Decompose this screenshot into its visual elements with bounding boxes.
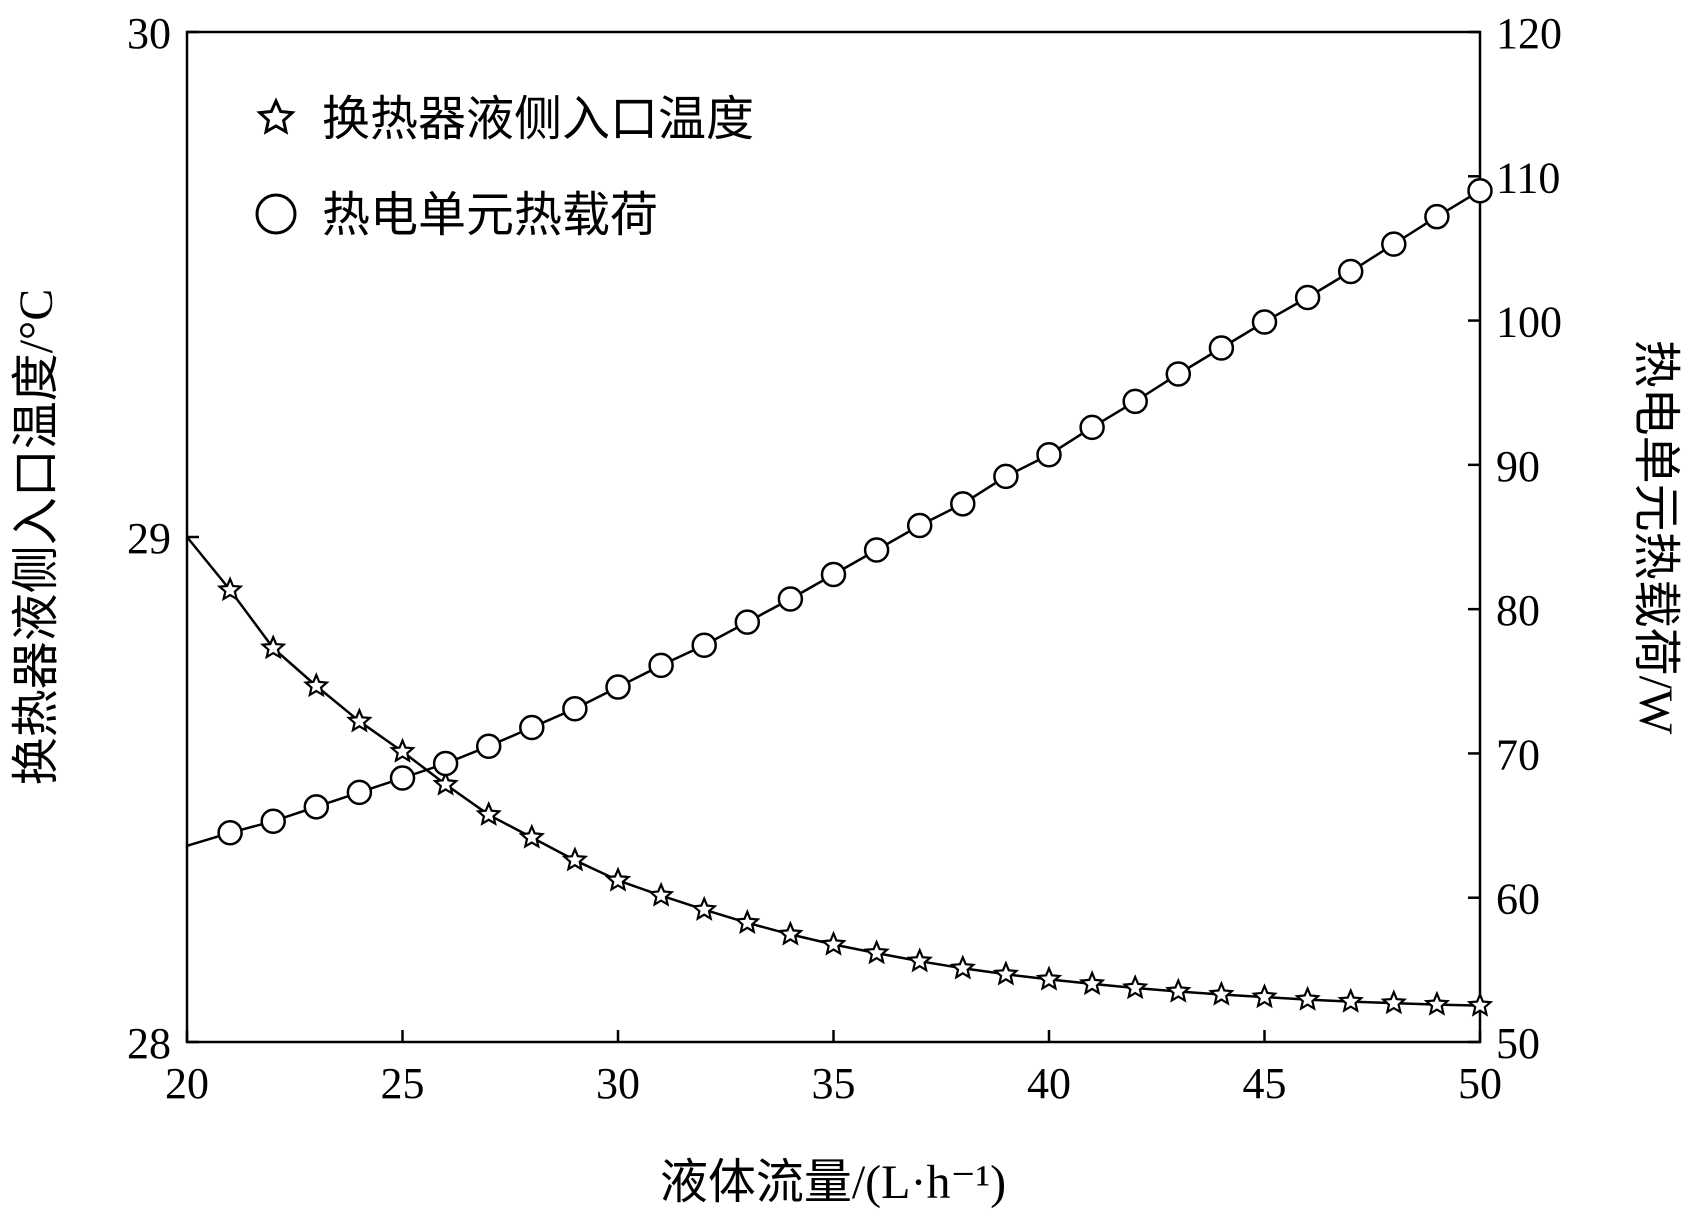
y-right-tick-label: 50: [1496, 1019, 1540, 1068]
star-marker: [1337, 987, 1364, 1013]
x-tick-label: 25: [381, 1059, 425, 1108]
star-marker: [1165, 977, 1192, 1003]
circle-marker: [389, 765, 416, 791]
y-right-tick-label: 120: [1496, 9, 1562, 58]
circle-marker: [432, 750, 459, 777]
circle-marker: [1122, 388, 1148, 415]
star-marker: [346, 707, 373, 733]
circle-marker: [303, 794, 330, 820]
y-left-tick-label: 29: [127, 514, 171, 563]
circle-marker: [1036, 442, 1062, 468]
circle-marker: [519, 714, 545, 741]
star-marker: [1208, 980, 1235, 1006]
star-marker: [475, 800, 502, 826]
circle-marker: [1424, 203, 1450, 230]
legend-circle-icon: [255, 193, 297, 235]
circle-marker: [217, 820, 243, 846]
star-marker: [906, 947, 933, 973]
star-marker: [432, 770, 459, 796]
series-lines: [186, 189, 1481, 1007]
plot-frame: [185, 30, 1482, 1044]
circle-marker: [1079, 414, 1105, 441]
circle-marker: [562, 695, 588, 722]
star-marker: [1122, 974, 1149, 1000]
y-left-tick-label: 30: [127, 9, 171, 58]
circle-marker: [605, 674, 631, 700]
star-marker: [1294, 985, 1321, 1011]
legend-star-icon: [256, 97, 296, 135]
y-right-tick-label: 80: [1496, 586, 1540, 635]
star-marker: [1380, 989, 1407, 1015]
circle-marker: [1294, 284, 1321, 311]
star-marker: [734, 908, 761, 934]
circle-marker: [1381, 231, 1407, 257]
x-tick-label: 40: [1027, 1059, 1071, 1108]
series-line-2: [186, 189, 1481, 847]
star-marker: [303, 672, 330, 698]
y-right-tick-label: 60: [1496, 875, 1540, 924]
star-marker: [863, 939, 890, 965]
star-marker: [1423, 990, 1451, 1016]
star-marker: [1251, 983, 1278, 1009]
circle-marker: [863, 537, 890, 563]
x-tick-label: 35: [812, 1059, 856, 1108]
star-marker: [647, 881, 675, 907]
y-right-tick-label: 100: [1496, 298, 1562, 347]
star-marker: [518, 823, 545, 849]
circle-marker: [1251, 309, 1278, 335]
circle-marker: [820, 561, 847, 588]
y-right-tick-label: 90: [1496, 442, 1540, 491]
star-marker: [949, 954, 976, 980]
circle-marker: [734, 609, 761, 635]
circle-marker: [906, 512, 933, 539]
x-tick-label: 20: [165, 1059, 209, 1108]
y-axis-right-title: 热电单元热载荷/W: [1629, 340, 1682, 735]
series-markers: [216, 177, 1494, 1017]
circle-marker: [346, 779, 373, 806]
star-marker: [1078, 970, 1106, 996]
star-marker: [216, 576, 244, 602]
circle-marker: [777, 586, 804, 612]
circle-marker: [1165, 361, 1192, 387]
y-right-tick-label: 110: [1496, 153, 1560, 202]
legend-label: 换热器液侧入口温度: [322, 93, 754, 146]
star-marker: [561, 846, 589, 872]
star-marker: [1035, 965, 1063, 991]
circle-marker: [950, 491, 976, 517]
star-marker: [691, 895, 718, 921]
y-left-tick-label: 28: [127, 1019, 171, 1068]
star-marker: [259, 634, 287, 660]
ticks: 20 25 30 35 40 45 50 28 29 30 50 60 70 80 90 100 110 120: [127, 9, 1562, 1108]
circle-marker: [1208, 335, 1235, 361]
star-marker: [1466, 991, 1494, 1017]
y-axis-left-title: 换热器液侧入口温度/°C: [10, 289, 63, 786]
star-marker: [389, 737, 416, 763]
star-marker: [820, 930, 847, 956]
star-marker: [604, 866, 632, 892]
legend-label: 热电单元热载荷: [322, 189, 658, 242]
star-marker: [992, 960, 1020, 986]
star-marker: [777, 920, 804, 946]
x-axis-title: 液体流量/(L·h⁻¹): [660, 1156, 1006, 1209]
x-tick-label: 45: [1243, 1059, 1287, 1108]
circle-marker: [1467, 177, 1493, 204]
circle-marker: [475, 733, 502, 759]
circle-marker: [260, 808, 286, 834]
circle-marker: [648, 652, 674, 679]
x-tick-label: 50: [1458, 1059, 1502, 1108]
circle-marker: [993, 463, 1019, 490]
y-right-tick-label: 70: [1496, 730, 1540, 779]
circle-marker: [1337, 258, 1364, 285]
circle-marker: [691, 632, 717, 658]
x-tick-label: 30: [596, 1059, 640, 1108]
